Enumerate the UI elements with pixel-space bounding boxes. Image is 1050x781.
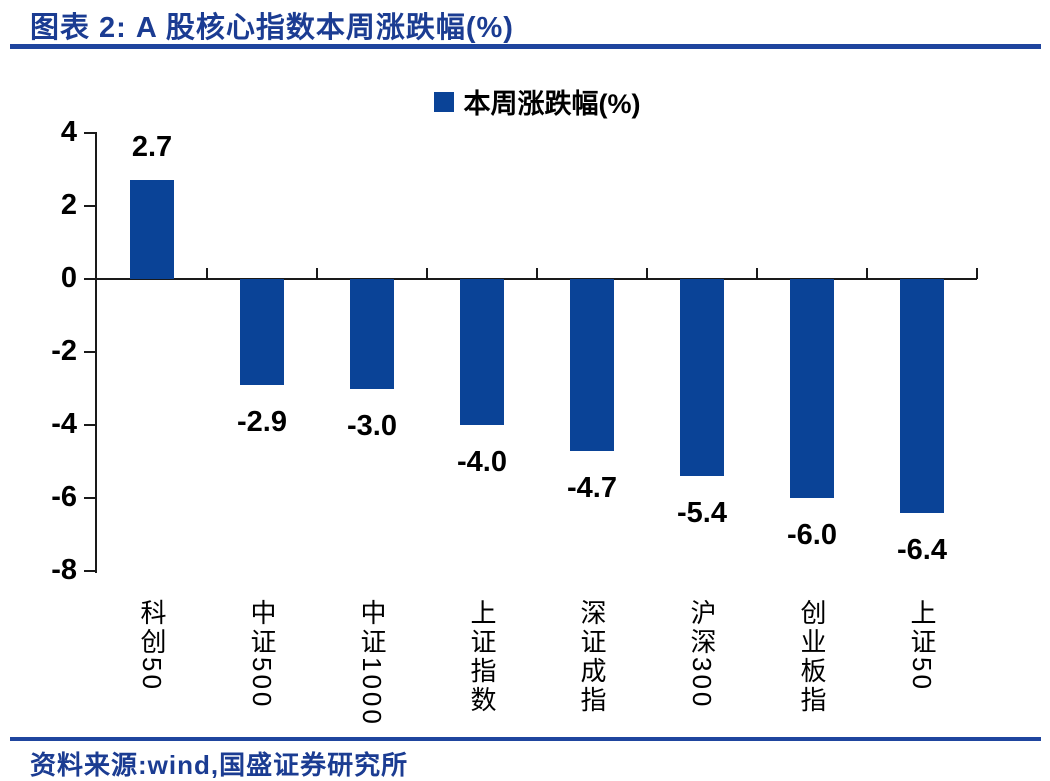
y-tick-label: 0: [60, 262, 77, 294]
footer-divider: [10, 737, 1041, 741]
x-axis-tick: [426, 268, 428, 279]
y-tick-label: 2: [60, 189, 77, 221]
y-axis-tick: [84, 205, 97, 207]
x-axis-tick: [866, 268, 868, 279]
bar-沪深300: [680, 279, 724, 477]
title-divider: [10, 44, 1041, 49]
y-tick-label: -6: [51, 481, 77, 513]
value-label: -3.0: [347, 409, 397, 442]
y-axis-tick: [84, 497, 97, 499]
category-label: 创业板指: [797, 599, 827, 715]
bar-中证1000: [350, 279, 394, 389]
y-tick-label: -8: [51, 554, 77, 586]
x-axis-line: [97, 278, 977, 280]
figure-title: 图表 2: A 股核心指数本周涨跌幅(%): [30, 12, 514, 44]
value-label: -2.9: [237, 405, 287, 438]
value-label: -4.0: [457, 446, 507, 478]
x-axis-tick: [756, 268, 758, 279]
y-axis-tick: [84, 570, 97, 572]
bar-科创50: [130, 180, 174, 279]
category-label: 沪深300: [687, 599, 717, 710]
x-axis-tick: [976, 268, 978, 279]
x-axis-tick: [316, 268, 318, 279]
category-label: 上证50: [907, 599, 937, 692]
value-label: -5.4: [677, 497, 727, 530]
category-label: 深证成指: [577, 599, 607, 715]
x-axis-tick: [646, 268, 648, 279]
value-label: -4.7: [567, 471, 617, 504]
value-label: 2.7: [131, 131, 173, 164]
y-axis-tick: [84, 351, 97, 353]
value-label: -6.0: [787, 519, 837, 551]
legend-swatch-icon: [433, 91, 454, 112]
category-label: 科创50: [137, 599, 167, 692]
y-axis-tick: [84, 424, 97, 426]
source-note: 资料来源:wind,国盛证券研究所: [30, 750, 409, 780]
legend-label: 本周涨跌幅(%): [463, 89, 641, 119]
bar-上证50: [900, 279, 944, 513]
bar-中证500: [240, 279, 284, 385]
bar-上证指数: [460, 279, 504, 425]
category-label: 中证1000: [357, 599, 387, 727]
legend: 本周涨跌幅(%): [97, 82, 977, 121]
x-axis-tick: [206, 268, 208, 279]
bar-创业板指: [790, 279, 834, 498]
x-axis-tick: [536, 268, 538, 279]
y-axis-line: [95, 133, 97, 573]
plot-area: 4 2 0 -2 -4 -6 -8 2.7 科创50 -2.9 中证500 -3.0 中证1000 -4.…: [51, 116, 978, 727]
y-axis-tick: [84, 278, 97, 280]
y-tick-label: 4: [60, 116, 77, 148]
bar-深证成指: [570, 279, 614, 451]
value-label: -6.4: [897, 533, 947, 566]
y-tick-label: -4: [51, 408, 77, 440]
category-label: 中证500: [247, 599, 277, 710]
category-label: 上证指数: [467, 599, 497, 715]
y-tick-label: -2: [51, 335, 77, 367]
y-axis-tick: [84, 132, 97, 134]
